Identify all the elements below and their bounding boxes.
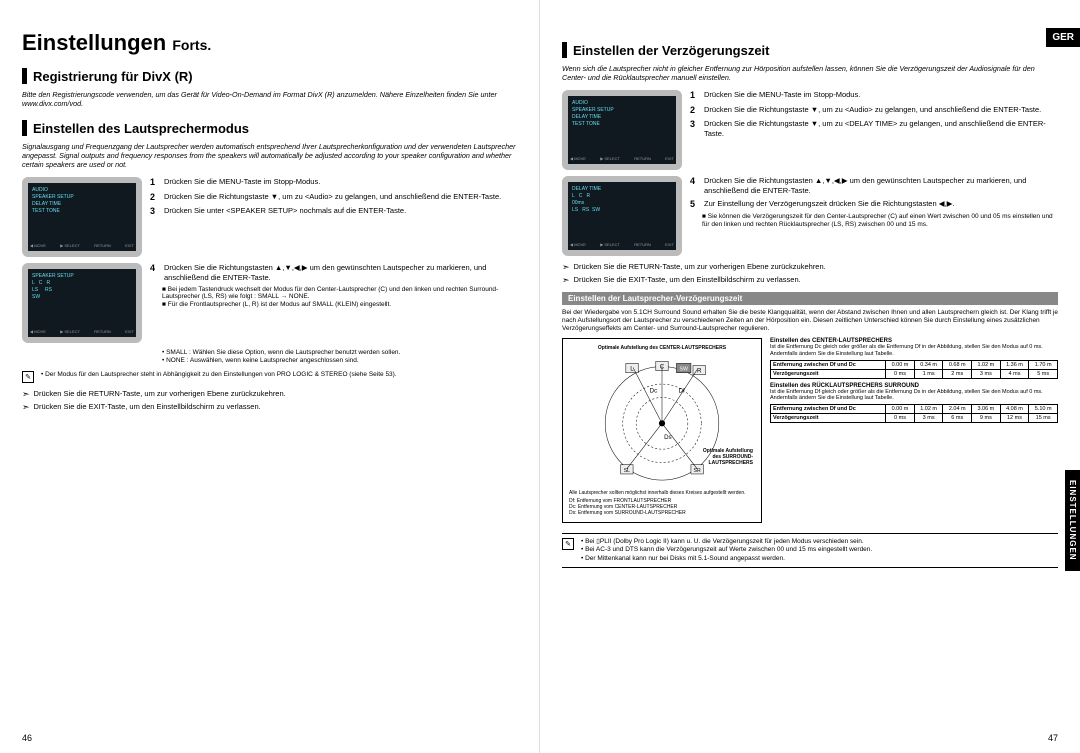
page-number-left: 46: [22, 733, 32, 743]
sub-text: Bei der Wiedergabe von 5.1CH Surround So…: [562, 309, 1058, 332]
tv-screenshot: AUDIOSPEAKER SETUPDELAY TIMETEST TONE ◀ …: [22, 177, 142, 257]
step-list: 4Drücken Sie die Richtungstasten ▲,▼,◀,▶…: [690, 176, 1058, 256]
bar-icon: [22, 120, 27, 136]
d-step-1: Drücken Sie die MENU-Taste im Stopp-Modu…: [704, 90, 860, 102]
return-2: Drücken Sie die EXIT-Taste, um den Einst…: [34, 402, 261, 411]
side-tab: EINSTELLUNGEN: [1065, 470, 1080, 571]
section-speaker-title: Einstellen des Lautsprechermodus: [33, 121, 249, 136]
diagram-box: Optimale Aufstellung des CENTER-LAUTSPRE…: [562, 338, 762, 522]
svg-text:SW: SW: [680, 367, 688, 373]
bullet-b: Für die Frontlautsprecher (L, R) ist der…: [168, 301, 391, 308]
bullet-small: SMALL : Wählen Sie diese Option, wenn di…: [166, 349, 400, 356]
arrow-icon: ➣: [562, 262, 570, 273]
table-surround: Entfernung zwischen Df und Dc 0.00 m 1.0…: [770, 404, 1058, 423]
page-number-right: 47: [1048, 733, 1058, 743]
row-delay-1: AUDIOSPEAKER SETUPDELAY TIMETEST TONE ◀ …: [562, 90, 1058, 170]
page-title: Einstellungen Forts.: [22, 30, 517, 56]
note-icon: ✎: [22, 371, 34, 383]
return-1: Drücken Sie die RETURN-Taste, um zur vor…: [34, 389, 286, 398]
row-delay-2: DELAY TIMEL C R00msLS RS SW ◀ MOVE▶ SELE…: [562, 176, 1058, 256]
ts-r1-label: Entfernung zwischen Df und Dc: [771, 404, 886, 413]
legend-3: Ds: Entfernung vom SURROUND-LAUTSPRECHER: [569, 510, 755, 516]
bar-icon: [562, 42, 567, 58]
table-center: Entfernung zwischen Df und Dc 0.00 m 0.3…: [770, 360, 1058, 379]
step-list: 1Drücken Sie die MENU-Taste im Stopp-Mod…: [690, 90, 1058, 170]
arrow-icon: ➣: [562, 275, 570, 286]
note-text: Der Modus für den Lautsprecher steht in …: [45, 371, 397, 378]
note-icon: ✎: [562, 538, 574, 550]
tc-r2-label: Verzögerungszeit: [771, 369, 886, 378]
delay-intro: Wenn sich die Lautsprecher nicht in glei…: [562, 64, 1058, 82]
footer-note-box: ✎ • Bei ▯PLII (Dolby Pro Logic II) kann …: [562, 533, 1058, 568]
step-3: Drücken Sie unter <SPEAKER SETUP> nochma…: [164, 206, 406, 218]
tv-screenshot: DELAY TIMEL C R00msLS RS SW ◀ MOVE▶ SELE…: [562, 176, 682, 256]
fnote-3: Der Mittenkanal kann nur bei Disks mit 5…: [585, 555, 785, 562]
section-divx-title: Registrierung für DivX (R): [33, 69, 193, 84]
step-2: Drücken Sie die Richtungstaste ▼, um zu …: [164, 192, 501, 204]
speaker-diagram: L C SW R Dc Df Ds SL SR: [569, 351, 755, 485]
bullet-none: NONE : Auswählen, wenn keine Lautspreche…: [166, 357, 359, 364]
step-list: 4Drücken Sie die Richtungstasten ▲,▼,◀,▶…: [150, 263, 517, 343]
left-page: Einstellungen Forts. Registrierung für D…: [0, 0, 540, 753]
svg-text:Ds: Ds: [664, 434, 672, 441]
diagram-tables-row: Optimale Aufstellung des CENTER-LAUTSPRE…: [562, 338, 1058, 522]
d-return-1: Drücken Sie die RETURN-Taste, um zur vor…: [574, 262, 826, 271]
fnote-1: Bei ▯PLII (Dolby Pro Logic II) kann u. U…: [585, 538, 864, 545]
row-steps-2: SPEAKER SETUPL C RLS RSSW ◀ MOVE▶ SELECT…: [22, 263, 517, 343]
section-divx-head: Registrierung für DivX (R): [22, 68, 517, 84]
divx-intro: Bitte den Registrierungscode verwenden, …: [22, 90, 517, 108]
d-return-2: Drücken Sie die EXIT-Taste, um den Einst…: [574, 275, 801, 284]
arrow-icon: ➣: [22, 389, 30, 400]
title-main: Einstellungen: [22, 30, 166, 55]
d-bullet: Sie können die Verzögerungszeit für den …: [702, 213, 1053, 228]
svg-text:C: C: [660, 364, 665, 371]
diagram-caption: Alle Lautsprecher sollten möglichst inne…: [569, 490, 755, 496]
table-surround-desc: Ist die Entfernung Df gleich oder größer…: [770, 389, 1058, 402]
d-step-5: Zur Einstellung der Verzögerungszeit drü…: [704, 199, 954, 211]
subhead: Einstellen der Lautsprecher-Verzögerungs…: [562, 292, 1058, 305]
d-step-4: Drücken Sie die Richtungstasten ▲,▼,◀,▶ …: [704, 176, 1058, 196]
fnote-2: Bei AC-3 und DTS kann die Verzögerungsze…: [585, 546, 872, 553]
bullet-a: Bei jedem Tastendruck wechselt der Modus…: [162, 286, 498, 301]
svg-text:R: R: [697, 368, 702, 375]
bar-icon: [22, 68, 27, 84]
tables-column: Einstellen des CENTER-LAUTSPRECHERS Ist …: [770, 338, 1058, 522]
section-speaker-head: Einstellen des Lautsprechermodus: [22, 120, 517, 136]
lang-tab: GER: [1046, 28, 1080, 47]
page-spread: Einstellungen Forts. Registrierung für D…: [0, 0, 1080, 753]
tc-r1-label: Entfernung zwischen Df und Dc: [771, 360, 886, 369]
section-delay-head: Einstellen der Verzögerungszeit: [562, 42, 1058, 58]
small-none-list: • SMALL : Wählen Sie diese Option, wenn …: [150, 349, 517, 365]
title-sub: Forts.: [172, 37, 211, 53]
table-center-desc: Ist die Entfernung Dc gleich oder größer…: [770, 344, 1058, 357]
speaker-intro: Signalausgang und Frequenzgang der Lauts…: [22, 142, 517, 169]
step-4: Drücken Sie die Richtungstasten ▲,▼,◀,▶ …: [164, 263, 517, 283]
d-step-2: Drücken Sie die Richtungstaste ▼, um zu …: [704, 105, 1041, 117]
step-list: 1Drücken Sie die MENU-Taste im Stopp-Mod…: [150, 177, 517, 257]
section-delay-title: Einstellen der Verzögerungszeit: [573, 43, 770, 58]
note-box: ✎ • Der Modus für den Lautsprecher steht…: [22, 371, 517, 383]
tv-screenshot: AUDIOSPEAKER SETUPDELAY TIMETEST TONE ◀ …: [562, 90, 682, 170]
d-step-3: Drücken Sie die Richtungstaste ▼, um zu …: [704, 119, 1058, 139]
step-1: Drücken Sie die MENU-Taste im Stopp-Modu…: [164, 177, 320, 189]
svg-text:SR: SR: [694, 468, 701, 474]
row-steps-1: AUDIOSPEAKER SETUPDELAY TIMETEST TONE ◀ …: [22, 177, 517, 257]
svg-text:Dc: Dc: [650, 388, 658, 395]
ts-r2-label: Verzögerungszeit: [771, 413, 886, 422]
right-page: GER EINSTELLUNGEN Einstellen der Verzöge…: [540, 0, 1080, 753]
tv-screenshot: SPEAKER SETUPL C RLS RSSW ◀ MOVE▶ SELECT…: [22, 263, 142, 343]
arrow-icon: ➣: [22, 402, 30, 413]
